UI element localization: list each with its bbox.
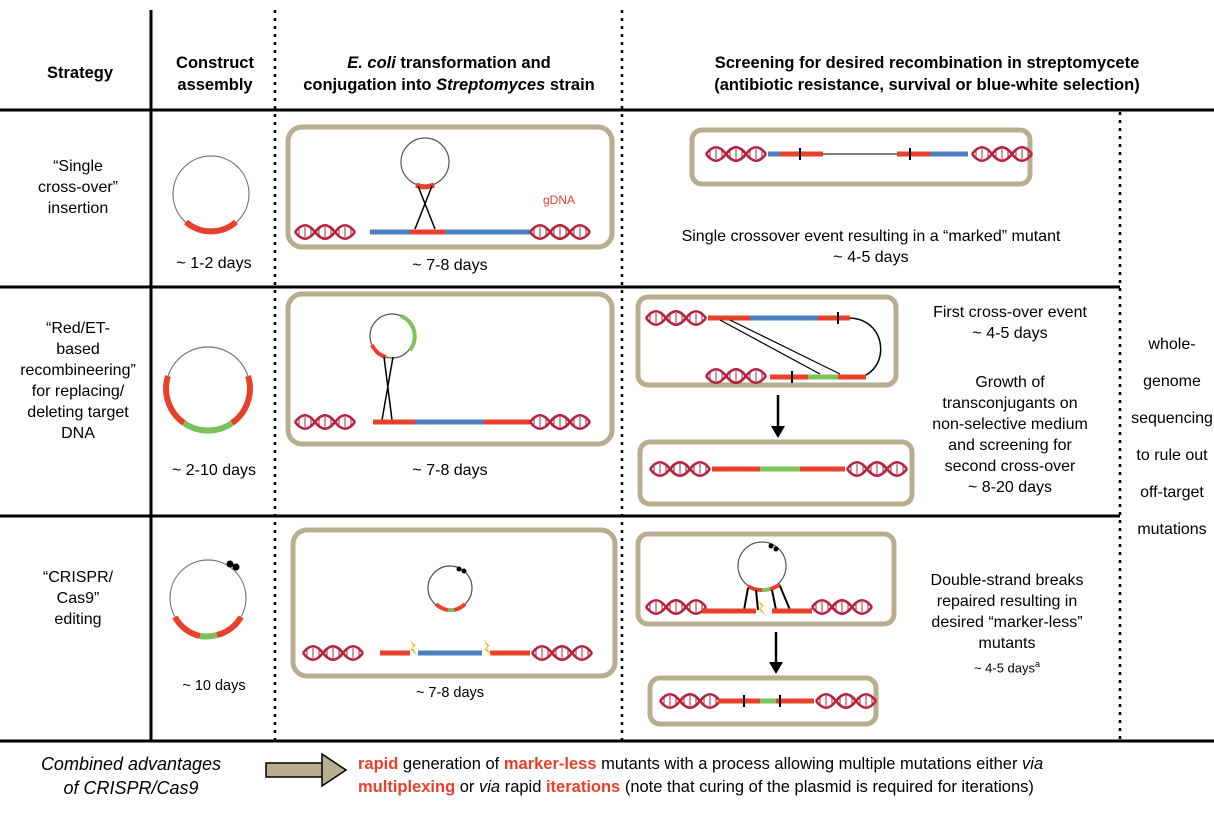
gdna-label: gDNA xyxy=(543,193,576,207)
footer-text: or xyxy=(455,778,480,796)
header-transform-streptomyces: Streptomyces xyxy=(436,76,546,94)
row1-construct-plasmid xyxy=(172,155,250,235)
row2-screen-line: Growth of xyxy=(975,374,1045,391)
footer-marker-less: marker-less xyxy=(503,755,597,773)
row2-screen-box-top xyxy=(635,294,899,388)
row3-screen-line: repaired resulting in xyxy=(936,593,1078,610)
row3-construct-days: ~ 10 days xyxy=(182,678,246,694)
wgs-line: whole- xyxy=(1148,336,1196,353)
footer-text: (note that curing of the plasmid is requ… xyxy=(620,778,1034,796)
row2-strategy-line: recombineering” xyxy=(20,362,136,379)
row2-transform-days: ~ 7-8 days xyxy=(412,462,488,479)
row2-transform-box xyxy=(285,291,615,447)
row3-screen-text: Double-strand breaks repaired resulting … xyxy=(900,570,1114,678)
row2-down-arrow xyxy=(771,395,785,438)
row3-down-arrow xyxy=(769,632,783,674)
header-screening-line1: Screening for desired recombination in s… xyxy=(714,54,1140,72)
row2-screen-second: Growth of transconjugants on non-selecti… xyxy=(904,372,1116,498)
header-transform-line1: E. coli transformation and xyxy=(280,52,618,74)
header-screening: Screening for desired recombination in s… xyxy=(640,52,1214,96)
row2-screen-line: transconjugants on xyxy=(942,395,1078,412)
row1-screen-line: Single crossover event resulting in a “m… xyxy=(681,228,1061,245)
row2-strategy-line: based xyxy=(56,341,100,358)
row2-screen-first: First cross-over event ~ 4-5 days xyxy=(904,302,1116,344)
row3-screen-line: mutants xyxy=(978,635,1036,652)
row1-transform-box xyxy=(285,124,615,250)
wgs-line: to rule out xyxy=(1136,447,1208,464)
row2-screen-line: ~ 4-5 days xyxy=(972,325,1048,342)
row2-strategy-line: “Red/ET- xyxy=(45,320,110,337)
row3-screen-footnote-mark: a xyxy=(1035,659,1041,669)
row3-construct-plasmid xyxy=(169,559,247,640)
footer-iterations: iterations xyxy=(545,778,621,796)
header-transform-line2: conjugation into Streptomyces strain xyxy=(280,74,618,96)
footer-via: via xyxy=(479,778,501,796)
row2-screen-box-bottom xyxy=(637,439,915,507)
row3-transform-days: ~ 7-8 days xyxy=(415,685,485,701)
row2-strategy-line: deleting target xyxy=(27,404,129,421)
row2-construct-days: ~ 2-10 days xyxy=(171,462,257,479)
footer-left: Combined advantages of CRISPR/Cas9 xyxy=(8,752,254,800)
row2-strategy-line: for replacing/ xyxy=(31,383,125,400)
row2-screen-line: ~ 8-20 days xyxy=(967,479,1053,496)
row2-strategy: “Red/ET- based recombineering” for repla… xyxy=(4,318,152,444)
footer-arrow xyxy=(265,752,348,788)
row1-strategy-line: cross-over” xyxy=(37,179,118,196)
wgs-line: sequencing xyxy=(1131,410,1213,427)
footer-rapid: rapid xyxy=(358,755,399,773)
footer-summary-line2: multiplexing or via rapid iterations (no… xyxy=(358,776,1214,799)
footer-summary-line1: rapid generation of marker-less mutants … xyxy=(358,753,1214,776)
footer-text: rapid xyxy=(500,778,546,796)
row2-strategy-line: DNA xyxy=(61,425,95,442)
header-construct-line1: Construct xyxy=(176,54,254,72)
row2-screen-line: second cross-over xyxy=(944,458,1076,475)
footer-left-line1: Combined advantages xyxy=(40,754,222,774)
row2-construct-plasmid xyxy=(163,346,253,434)
table-lines xyxy=(0,10,1214,743)
row3-screen-box-bottom xyxy=(647,675,879,727)
footer-summary: rapid generation of marker-less mutants … xyxy=(358,753,1214,799)
row1-strategy-line: “Single xyxy=(53,158,103,175)
header-transform-line2-post: strain xyxy=(545,76,595,94)
header-transform-line2-pre: conjugation into xyxy=(303,76,437,94)
row1-construct-days: ~ 1-2 days xyxy=(176,255,252,272)
row2-screen-line: non-selective medium xyxy=(932,416,1088,433)
wgs-line: genome xyxy=(1143,373,1201,390)
row1-screen-box xyxy=(689,127,1034,187)
wgs-line: off-target xyxy=(1140,484,1204,501)
footer-left-line2: of CRISPR/Cas9 xyxy=(63,778,199,798)
header-transform: E. coli transformation and conjugation i… xyxy=(280,52,618,96)
header-transform-ecoli: E. coli xyxy=(347,54,396,72)
row1-screen-line: ~ 4-5 days xyxy=(833,249,909,266)
header-strategy: Strategy xyxy=(46,64,114,82)
wgs-line: mutations xyxy=(1137,521,1207,538)
footer-multiplexing: multiplexing xyxy=(358,778,456,796)
header-transform-line1-rest: transformation and xyxy=(395,54,551,72)
header-screening-line2: (antibiotic resistance, survival or blue… xyxy=(714,76,1140,94)
row2-screen-line: and screening for xyxy=(948,437,1072,454)
row3-screen-line: desired “marker-less” xyxy=(931,614,1083,631)
row3-screen-days-text: ~ 4-5 days xyxy=(973,660,1036,676)
footer-text: mutants with a process allowing multiple… xyxy=(596,755,1023,773)
row3-transform-box xyxy=(290,527,618,679)
row3-strategy: “CRISPR/ Cas9” editing xyxy=(8,567,148,630)
footer-text: generation of xyxy=(398,755,504,773)
row2-screen-line: First cross-over event xyxy=(933,304,1087,321)
row1-strategy-line: insertion xyxy=(47,200,109,217)
row1-strategy: “Single cross-over” insertion xyxy=(8,156,148,219)
row3-strategy-line: Cas9” xyxy=(56,590,100,607)
row3-screen-box-top xyxy=(635,531,897,627)
row1-transform-days: ~ 7-8 days xyxy=(412,257,488,274)
header-construct: Construct assembly xyxy=(157,52,273,96)
row3-screen-line: Double-strand breaks xyxy=(930,572,1084,589)
footer-via: via xyxy=(1022,755,1044,773)
row1-screen-text: Single crossover event resulting in a “m… xyxy=(628,226,1114,268)
row3-screen-days: ~ 4-5 daysa xyxy=(900,654,1114,678)
wgs-column: whole- genome sequencing to rule out off… xyxy=(1122,326,1214,548)
row3-strategy-line: editing xyxy=(54,611,102,628)
header-construct-line2: assembly xyxy=(177,76,253,94)
row3-strategy-line: “CRISPR/ xyxy=(42,569,114,586)
